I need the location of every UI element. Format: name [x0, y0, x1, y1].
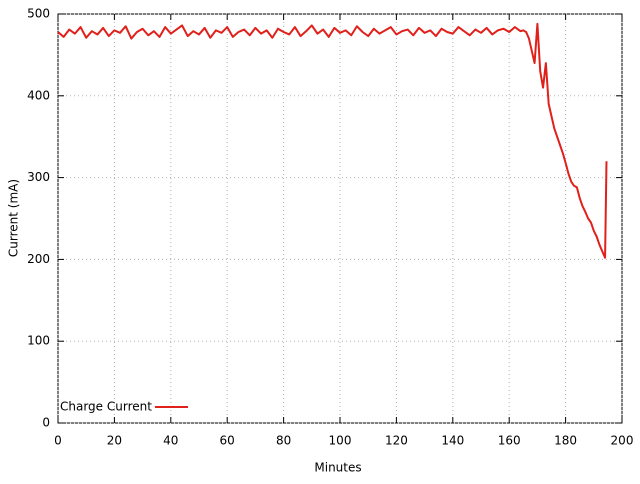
- x-tick-label: 40: [163, 434, 178, 448]
- x-tick-label: 120: [385, 434, 408, 448]
- x-tick-label: 20: [107, 434, 122, 448]
- x-tick-label: 0: [54, 434, 62, 448]
- y-tick-label: 500: [27, 7, 50, 21]
- x-axis-label: Minutes: [314, 461, 361, 475]
- x-tick-label: 140: [441, 434, 464, 448]
- x-tick-label: 100: [329, 434, 352, 448]
- x-tick-label: 200: [611, 434, 634, 448]
- y-tick-label: 300: [27, 170, 50, 184]
- y-tick-label: 0: [42, 416, 50, 430]
- x-tick-label: 80: [276, 434, 291, 448]
- x-tick-label: 160: [498, 434, 521, 448]
- y-tick-label: 400: [27, 88, 50, 102]
- y-tick-label: 200: [27, 252, 50, 266]
- legend-label: Charge Current: [60, 400, 152, 414]
- y-axis-label: Current (mA): [7, 179, 21, 257]
- data-line: [57, 22, 608, 259]
- y-tick-label: 100: [27, 334, 50, 348]
- x-tick-label: 180: [554, 434, 577, 448]
- x-tick-label: 60: [220, 434, 235, 448]
